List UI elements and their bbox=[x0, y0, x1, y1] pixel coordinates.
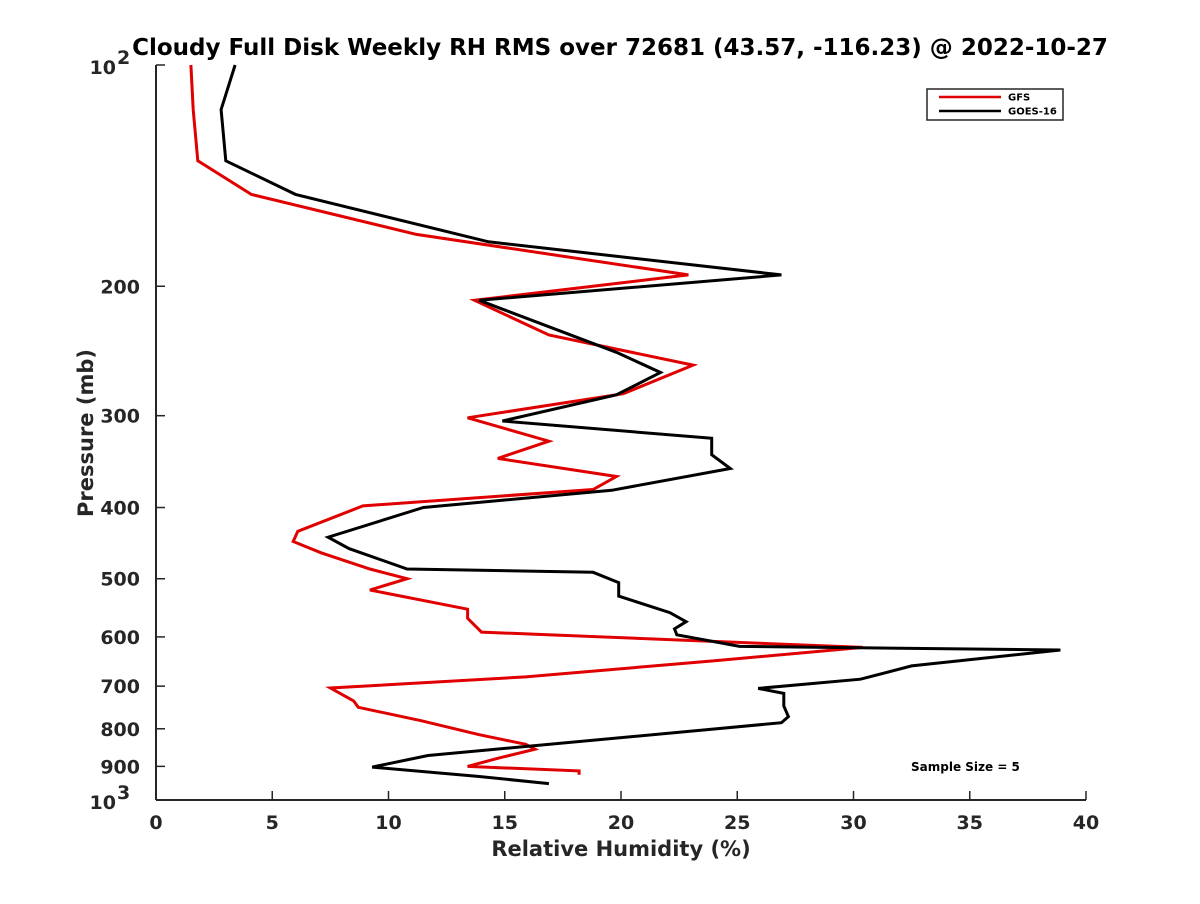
x-tick-label: 35 bbox=[957, 812, 983, 834]
power-exponent: 2 bbox=[117, 47, 130, 69]
y-tick-label: 700 bbox=[100, 676, 140, 698]
sample-size-note: Sample Size = 5 bbox=[911, 760, 1020, 774]
series-line-goes16 bbox=[219, 64, 1061, 786]
legend-label-goes16: GOES-16 bbox=[1008, 107, 1057, 118]
y-tick-label-power: 10 bbox=[90, 792, 116, 814]
x-tick-label: 30 bbox=[840, 812, 866, 834]
y-axis-title: Pressure (mb) bbox=[74, 349, 98, 517]
series-layer bbox=[189, 64, 1061, 786]
y-tick-label: 300 bbox=[100, 406, 140, 428]
y-tick-label: 600 bbox=[100, 627, 140, 649]
y-tick-label: 900 bbox=[100, 756, 140, 778]
legend: GFS GOES-16 bbox=[926, 88, 1064, 121]
x-tick-label: 25 bbox=[724, 812, 750, 834]
y-tick-label-power: 10 bbox=[90, 57, 116, 79]
x-tick-label: 20 bbox=[608, 812, 634, 834]
y-tick-label: 200 bbox=[100, 276, 140, 298]
power-exponent: 3 bbox=[117, 782, 130, 804]
x-tick-label: 15 bbox=[492, 812, 518, 834]
chart-title: Cloudy Full Disk Weekly RH RMS over 7268… bbox=[132, 35, 1108, 61]
x-axis-title: Relative Humidity (%) bbox=[491, 837, 750, 861]
power-base: 10 bbox=[90, 57, 116, 79]
x-tick-label: 40 bbox=[1073, 812, 1099, 834]
power-base: 10 bbox=[90, 792, 116, 814]
legend-box bbox=[926, 88, 1064, 121]
y-tick-label: 500 bbox=[100, 569, 140, 591]
series-line-gfs bbox=[189, 64, 863, 775]
legend-label-gfs: GFS bbox=[1008, 93, 1030, 104]
x-tick-label: 5 bbox=[266, 812, 279, 834]
x-tick-label: 10 bbox=[375, 812, 401, 834]
x-tick-label: 0 bbox=[149, 812, 162, 834]
x-axis-ticks: 0 5 10 15 20 25 30 35 40 bbox=[149, 791, 1099, 834]
y-tick-label: 400 bbox=[100, 498, 140, 520]
y-tick-label: 800 bbox=[100, 719, 140, 741]
